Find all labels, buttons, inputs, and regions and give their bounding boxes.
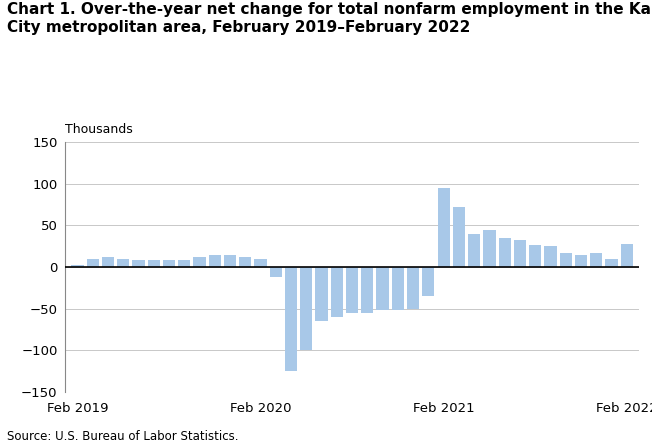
Bar: [376, 267, 389, 310]
Bar: [209, 255, 221, 267]
Bar: [452, 207, 465, 267]
Bar: [392, 267, 404, 310]
Bar: [117, 259, 129, 267]
Text: Source: U.S. Bureau of Labor Statistics.: Source: U.S. Bureau of Labor Statistics.: [7, 430, 238, 443]
Bar: [606, 259, 617, 267]
Bar: [163, 260, 175, 267]
Bar: [529, 245, 541, 267]
Bar: [224, 255, 236, 267]
Bar: [499, 238, 511, 267]
Text: City metropolitan area, February 2019–February 2022: City metropolitan area, February 2019–Fe…: [7, 20, 470, 35]
Bar: [132, 259, 145, 267]
Bar: [71, 265, 83, 267]
Bar: [559, 253, 572, 267]
Bar: [147, 260, 160, 267]
Bar: [514, 239, 526, 267]
Bar: [468, 234, 481, 267]
Bar: [544, 246, 557, 267]
Bar: [300, 267, 312, 350]
Bar: [239, 257, 252, 267]
Bar: [316, 267, 328, 321]
Bar: [407, 267, 419, 308]
Text: Chart 1. Over-the-year net change for total nonfarm employment in the Kansas: Chart 1. Over-the-year net change for to…: [7, 2, 652, 17]
Bar: [422, 267, 434, 296]
Bar: [194, 257, 205, 267]
Bar: [270, 267, 282, 277]
Bar: [590, 253, 602, 267]
Bar: [483, 230, 496, 267]
Bar: [621, 244, 633, 267]
Bar: [331, 267, 343, 317]
Text: Thousands: Thousands: [65, 123, 133, 136]
Bar: [575, 255, 587, 267]
Bar: [285, 267, 297, 371]
Bar: [346, 267, 358, 313]
Bar: [87, 259, 98, 267]
Bar: [254, 259, 267, 267]
Bar: [178, 259, 190, 267]
Bar: [437, 188, 450, 267]
Bar: [102, 257, 114, 267]
Bar: [361, 267, 374, 313]
